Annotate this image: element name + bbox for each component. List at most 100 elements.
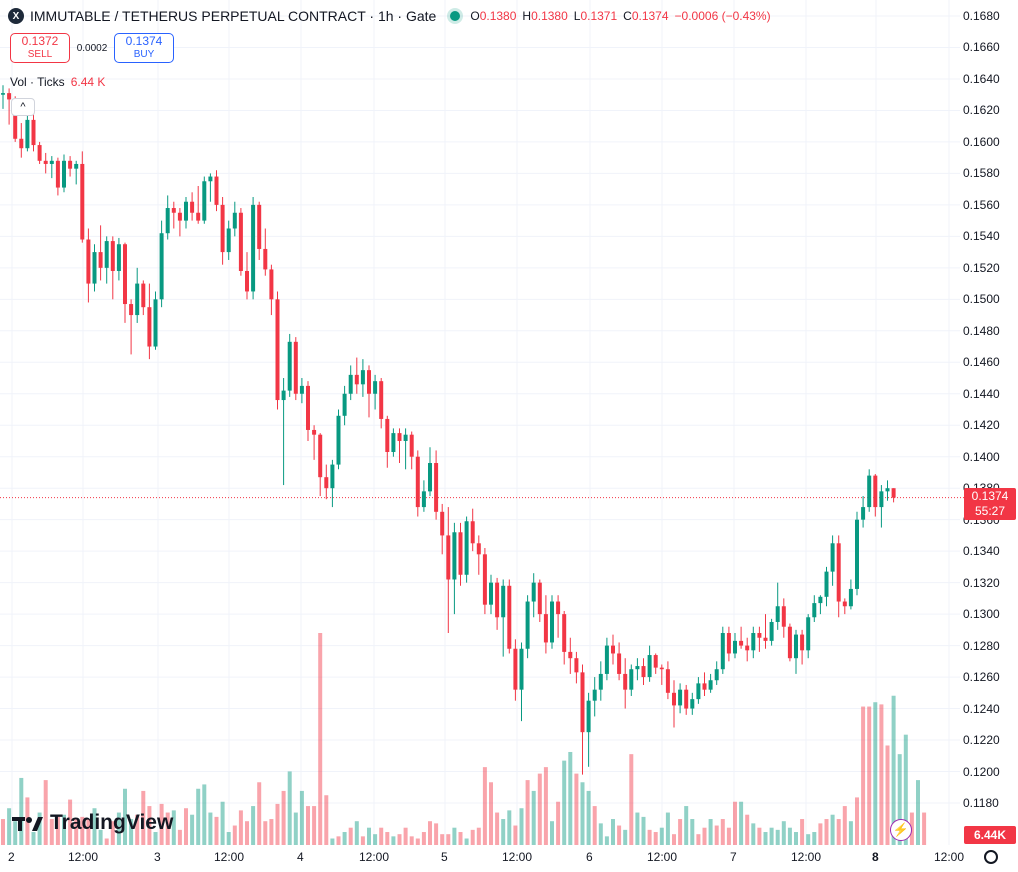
candle — [92, 244, 97, 292]
candlestick-series — [1, 85, 896, 775]
candle-body — [781, 606, 786, 627]
candle-body — [495, 582, 500, 618]
candle-body — [360, 370, 365, 385]
candle-body — [751, 633, 756, 651]
candle — [598, 661, 603, 701]
candle — [763, 614, 768, 649]
price-tick-label: 0.1440 — [963, 386, 1000, 401]
volume-legend-value: 6.44 K — [70, 75, 106, 89]
volume-bar — [80, 816, 85, 845]
candle-body — [733, 640, 737, 654]
price-tick-label: 0.1680 — [963, 9, 1000, 23]
candle-body — [232, 212, 237, 229]
volume-bar — [110, 821, 115, 845]
candle — [848, 579, 853, 610]
candle-body — [129, 304, 134, 316]
candle-body — [391, 433, 396, 452]
volume-bar — [897, 754, 902, 845]
candle-body — [476, 543, 481, 555]
volume-bar — [129, 819, 134, 845]
candle-body — [403, 434, 408, 441]
volume-bar — [824, 819, 829, 845]
candle — [245, 252, 249, 300]
volume-bar — [519, 808, 524, 845]
volume-bar — [397, 834, 402, 845]
tradingview-wordmark: TradingView — [50, 811, 174, 834]
candle — [25, 113, 30, 152]
last-price-value: 0.1374 — [971, 489, 1009, 503]
candle — [452, 522, 457, 615]
candle — [232, 201, 237, 237]
candle-body — [312, 429, 317, 435]
candle — [867, 469, 872, 512]
volume-bar — [31, 832, 36, 845]
volume-bar — [257, 782, 262, 845]
candle — [214, 170, 219, 212]
price-tick-label: 0.1400 — [963, 449, 1000, 464]
candle-body — [635, 666, 640, 670]
candle-body — [80, 163, 85, 240]
volume-bar — [568, 751, 573, 845]
volume-bar — [916, 780, 920, 845]
candle-body — [324, 477, 329, 489]
candle — [781, 598, 786, 638]
time-tick-label: 5 — [441, 850, 448, 864]
candle — [330, 459, 335, 508]
sell-button[interactable]: 0.1372 SELL — [10, 33, 70, 63]
candle — [690, 692, 695, 715]
volume-bar — [873, 702, 878, 845]
candle — [586, 692, 591, 767]
change-value: −0.0006 (−0.43%) — [674, 9, 771, 23]
volume-bar — [586, 790, 591, 845]
collapse-legend-button[interactable]: ^ — [11, 98, 35, 116]
candle-body — [873, 475, 878, 508]
volume-bar — [592, 806, 597, 845]
volume-bar — [848, 821, 853, 845]
candle — [836, 535, 841, 618]
candle — [147, 283, 152, 360]
candle — [617, 642, 622, 681]
candle-body — [373, 381, 378, 394]
candle-body — [830, 543, 835, 572]
volume-bar — [184, 808, 188, 845]
candle-body — [659, 667, 664, 670]
candle — [409, 431, 414, 470]
settings-gear-icon[interactable] — [984, 850, 998, 864]
volume-bar — [696, 834, 701, 845]
candle — [153, 291, 158, 350]
candle-body — [867, 475, 872, 508]
price-tick-label: 0.1200 — [963, 764, 1000, 779]
candle — [684, 684, 689, 715]
candle-body — [184, 201, 188, 221]
candle-body — [824, 571, 829, 597]
tradingview-mark-icon — [12, 817, 43, 831]
candle — [434, 450, 439, 520]
lightning-icon[interactable]: ⚡ — [890, 819, 912, 841]
candle — [568, 637, 573, 674]
candle-body — [86, 239, 91, 284]
volume-bar — [385, 832, 390, 845]
tradingview-logo[interactable]: TradingView — [12, 811, 173, 835]
symbol-title[interactable]: IMMUTABLE / TETHERUS PERPETUAL CONTRACT … — [30, 8, 437, 24]
volume-bar — [452, 827, 457, 845]
candle-body — [470, 521, 475, 544]
candle-body — [196, 212, 201, 221]
candle — [696, 677, 701, 704]
symbol-legend[interactable]: X IMMUTABLE / TETHERUS PERPETUAL CONTRAC… — [8, 6, 771, 26]
candle-body — [513, 648, 518, 690]
candle-body — [208, 176, 213, 182]
volume-bar — [885, 745, 890, 845]
volume-bar — [726, 827, 731, 845]
volume-bar — [714, 825, 719, 845]
close-label: C — [623, 9, 632, 23]
volume-bar — [537, 773, 542, 845]
volume-legend[interactable]: Vol · Ticks 6.44 K — [10, 75, 105, 89]
candle-body — [409, 434, 414, 457]
market-open-status-icon — [450, 11, 461, 21]
candle-body — [629, 669, 634, 690]
price-tick-label: 0.1500 — [963, 292, 1000, 307]
volume-bar — [196, 788, 201, 845]
price-tick-label: 0.1340 — [963, 544, 1000, 559]
buy-button[interactable]: 0.1374 BUY — [114, 33, 174, 63]
